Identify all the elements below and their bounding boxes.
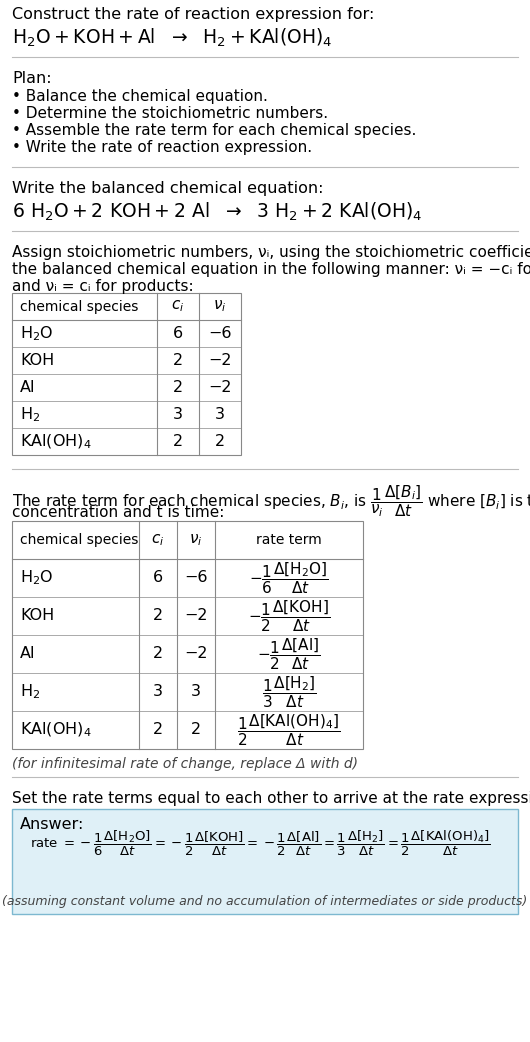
Text: Al: Al [20,646,36,662]
Text: −2: −2 [184,646,208,662]
Text: −2: −2 [208,380,232,395]
Text: and νᵢ = cᵢ for products:: and νᵢ = cᵢ for products: [12,279,193,294]
Text: $\mathrm{H_2}$: $\mathrm{H_2}$ [20,405,40,424]
Text: $\mathrm{H_2}$: $\mathrm{H_2}$ [20,683,40,701]
Text: 3: 3 [173,407,183,422]
Text: • Assemble the rate term for each chemical species.: • Assemble the rate term for each chemic… [12,123,417,138]
Text: KOH: KOH [20,609,54,623]
Text: 2: 2 [215,435,225,449]
Text: Construct the rate of reaction expression for:: Construct the rate of reaction expressio… [12,7,374,22]
Text: rate $= -\dfrac{1}{6}\dfrac{\Delta[\mathrm{H_2O}]}{\Delta t} = -\dfrac{1}{2}\dfr: rate $= -\dfrac{1}{6}\dfrac{\Delta[\math… [30,828,491,858]
Text: • Write the rate of reaction expression.: • Write the rate of reaction expression. [12,140,312,155]
Text: Al: Al [20,380,36,395]
Text: (assuming constant volume and no accumulation of intermediates or side products): (assuming constant volume and no accumul… [2,894,528,908]
Text: $\dfrac{1}{2}\dfrac{\Delta[\mathrm{KAl(OH)_4}]}{\Delta t}$: $\dfrac{1}{2}\dfrac{\Delta[\mathrm{KAl(O… [237,712,341,748]
FancyBboxPatch shape [12,809,518,914]
Text: $-\dfrac{1}{2}\dfrac{\Delta[\mathrm{Al}]}{\Delta t}$: $-\dfrac{1}{2}\dfrac{\Delta[\mathrm{Al}]… [257,636,321,672]
Text: $\mathrm{H_2O}$: $\mathrm{H_2O}$ [20,324,54,343]
Text: rate term: rate term [256,534,322,547]
Text: The rate term for each chemical species, $B_i$, is $\dfrac{1}{\nu_i}\dfrac{\Delt: The rate term for each chemical species,… [12,483,530,519]
Text: 2: 2 [153,646,163,662]
Text: 2: 2 [173,353,183,368]
Text: $\nu_i$: $\nu_i$ [189,532,202,548]
Text: $\mathrm{H_2O}$: $\mathrm{H_2O}$ [20,569,54,588]
Text: $c_i$: $c_i$ [152,532,165,548]
Text: 3: 3 [215,407,225,422]
Text: 6: 6 [153,571,163,586]
Text: −2: −2 [208,353,232,368]
Text: $\mathrm{H_2O + KOH + Al\ \ \rightarrow\ \ H_2 + KAl(OH)_4}$: $\mathrm{H_2O + KOH + Al\ \ \rightarrow\… [12,27,332,49]
Text: −6: −6 [208,326,232,341]
Text: 2: 2 [173,380,183,395]
Text: 3: 3 [191,685,201,699]
Text: Write the balanced chemical equation:: Write the balanced chemical equation: [12,181,323,196]
Text: $c_i$: $c_i$ [171,299,184,315]
Text: Set the rate terms equal to each other to arrive at the rate expression:: Set the rate terms equal to each other t… [12,791,530,807]
Text: the balanced chemical equation in the following manner: νᵢ = −cᵢ for reactants: the balanced chemical equation in the fo… [12,262,530,277]
Text: 3: 3 [153,685,163,699]
Text: chemical species: chemical species [20,534,138,547]
Text: $\dfrac{1}{3}\dfrac{\Delta[\mathrm{H_2}]}{\Delta t}$: $\dfrac{1}{3}\dfrac{\Delta[\mathrm{H_2}]… [262,674,316,710]
Text: Assign stoichiometric numbers, νᵢ, using the stoichiometric coefficients, cᵢ, fr: Assign stoichiometric numbers, νᵢ, using… [12,245,530,260]
Text: • Balance the chemical equation.: • Balance the chemical equation. [12,89,268,104]
Text: concentration and t is time:: concentration and t is time: [12,505,224,520]
Text: $\mathrm{KAl(OH)_4}$: $\mathrm{KAl(OH)_4}$ [20,721,92,739]
Bar [12,521,363,749]
Text: chemical species: chemical species [20,299,138,314]
Text: (for infinitesimal rate of change, replace Δ with d): (for infinitesimal rate of change, repla… [12,756,358,771]
Text: −2: −2 [184,609,208,623]
Text: 2: 2 [173,435,183,449]
Text: 2: 2 [191,722,201,738]
Text: • Determine the stoichiometric numbers.: • Determine the stoichiometric numbers. [12,106,328,121]
Text: $-\dfrac{1}{6}\dfrac{\Delta[\mathrm{H_2O}]}{\Delta t}$: $-\dfrac{1}{6}\dfrac{\Delta[\mathrm{H_2O… [249,561,329,596]
Text: 2: 2 [153,722,163,738]
Text: Answer:: Answer: [20,817,84,832]
Text: 2: 2 [153,609,163,623]
Text: KOH: KOH [20,353,54,368]
Text: $-\dfrac{1}{2}\dfrac{\Delta[\mathrm{KOH}]}{\Delta t}$: $-\dfrac{1}{2}\dfrac{\Delta[\mathrm{KOH}… [248,598,330,634]
Bar [12,293,241,455]
Text: $\mathrm{6\ H_2O + 2\ KOH + 2\ Al\ \ \rightarrow\ \ 3\ H_2 + 2\ KAl(OH)_4}$: $\mathrm{6\ H_2O + 2\ KOH + 2\ Al\ \ \ri… [12,201,422,223]
Text: $\nu_i$: $\nu_i$ [213,299,227,315]
Text: $\mathrm{KAl(OH)_4}$: $\mathrm{KAl(OH)_4}$ [20,432,92,451]
Text: −6: −6 [184,571,208,586]
Text: Plan:: Plan: [12,71,51,86]
Text: 6: 6 [173,326,183,341]
